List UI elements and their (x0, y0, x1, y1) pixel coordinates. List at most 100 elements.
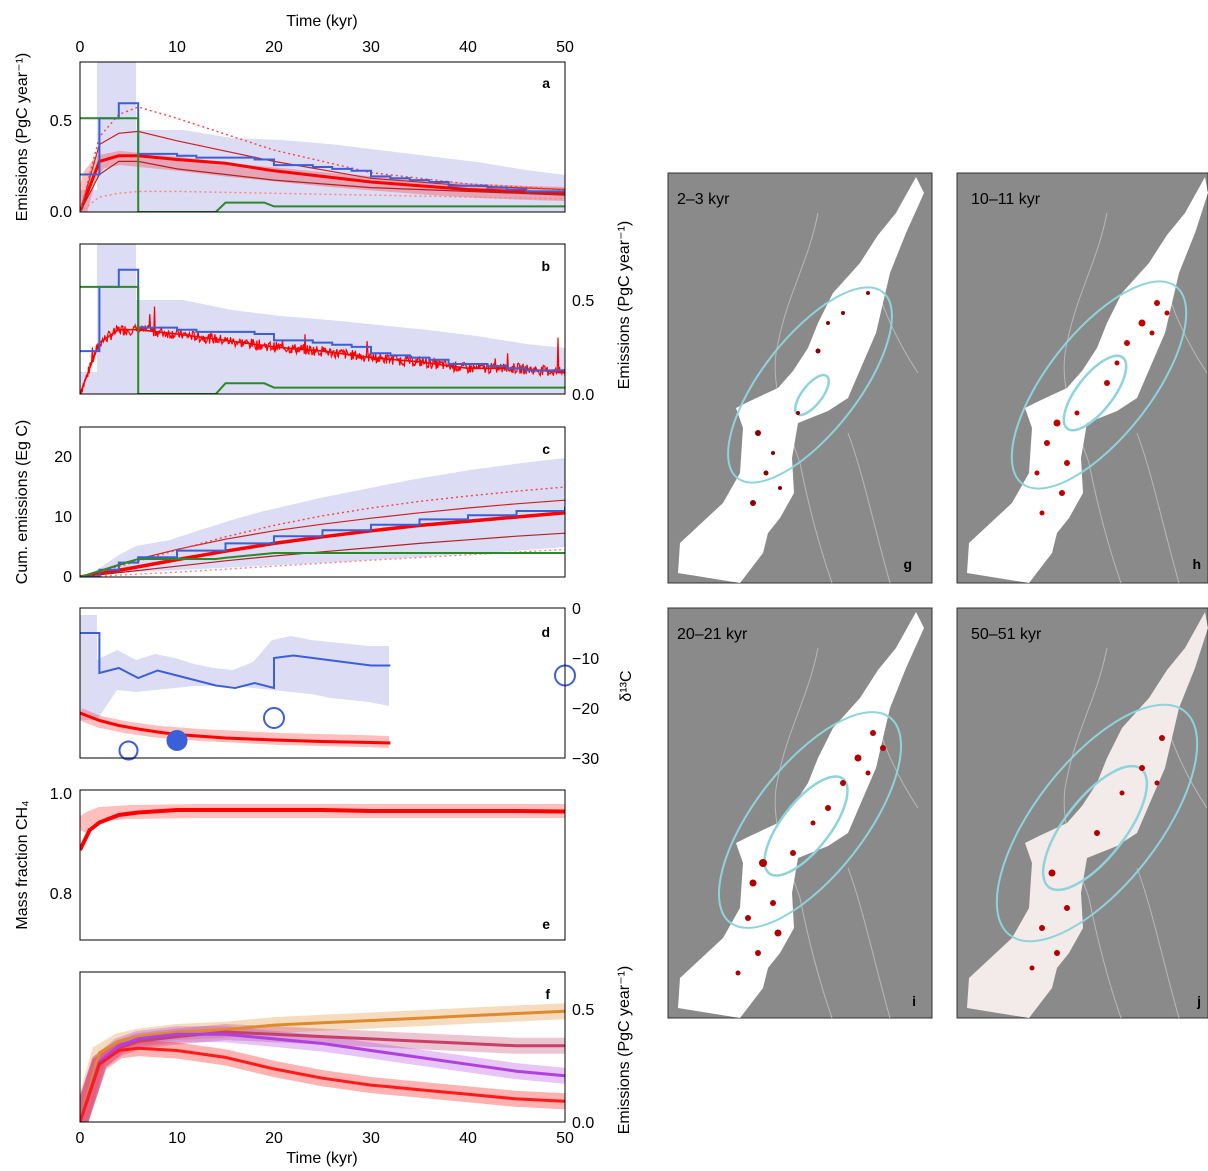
region-ellipse (1010, 280, 1188, 490)
series-line (80, 154, 565, 212)
seep-dot (1029, 965, 1035, 971)
panel-d: d 0 −10 −20 −30 δ¹³C (79, 601, 635, 768)
map-time-label: 10–11 kyr (971, 191, 1041, 208)
series-spread (80, 1040, 565, 1122)
seep-dot (763, 470, 769, 476)
y-axis-label: Emissions (PgC year⁻¹) (14, 53, 31, 221)
y-tick-label: 0.5 (572, 293, 594, 310)
series-line (80, 1030, 565, 1122)
map-panel-h: 10–11 kyr h (956, 172, 1208, 584)
seep-dot (1074, 410, 1080, 416)
seep-dot (796, 411, 800, 415)
seep-dot (1149, 330, 1155, 336)
series-line (80, 268, 565, 373)
series-line (80, 1009, 565, 1122)
map-time-label: 20–21 kyr (677, 626, 748, 643)
y-tick-label: 0.0 (50, 204, 72, 221)
region-ellipse (1062, 354, 1128, 432)
uncertainty-band (80, 615, 389, 720)
panel-c: c 0 10 20 Cum. emissions (Eg C) (14, 420, 566, 586)
series-line (80, 548, 565, 577)
seep-dot (1039, 925, 1045, 931)
series-line (80, 328, 565, 394)
top-x-tick: 40 (459, 39, 477, 56)
seep-dot (854, 754, 862, 762)
top-x-tick: 10 (168, 39, 186, 56)
series-line (80, 285, 565, 394)
series-line (80, 117, 565, 212)
seep-dot (749, 879, 757, 887)
y-tick-label: 0 (63, 569, 72, 586)
top-x-tick: 0 (76, 39, 85, 56)
series-line (80, 106, 565, 212)
bottom-x-tick: 0 (76, 1130, 85, 1147)
y-tick-label: −10 (572, 651, 599, 668)
map-panel-letter: g (903, 556, 912, 572)
plot-frame (79, 789, 566, 941)
region-ellipse (995, 703, 1199, 943)
ensemble-spread (80, 804, 565, 834)
seep-dot (826, 321, 830, 325)
series-line (80, 552, 565, 577)
y-tick-label: 10 (54, 509, 72, 526)
ice-sheet-footprint (967, 612, 1208, 1018)
seep-dot (1094, 830, 1100, 836)
y-tick-label: 0.5 (572, 1002, 594, 1019)
seep-dot (755, 430, 761, 436)
seep-dot (866, 291, 870, 295)
seep-dot (825, 805, 831, 811)
map-panel-g: 2–3 kyr g (667, 172, 933, 584)
plot-frame (79, 971, 566, 1123)
bottom-x-axis-label: Time (kyr) (286, 1150, 357, 1167)
series-line (80, 160, 565, 212)
y-axis-label: Cum. emissions (Eg C) (14, 420, 31, 584)
seep-dot (774, 929, 782, 937)
panel-f: f 0.0 0.5 Emissions (PgC year⁻¹) (79, 966, 633, 1134)
y-tick-label: 20 (54, 449, 72, 466)
series-line (80, 499, 565, 577)
ice-sheet-footprint (678, 177, 924, 583)
series-line (80, 532, 565, 577)
top-x-axis-label: Time (kyr) (286, 13, 357, 30)
series-line (80, 1032, 565, 1122)
seep-dot (1044, 440, 1050, 446)
seep-dot (1104, 380, 1110, 386)
seep-dot (1114, 360, 1120, 366)
seep-dot (1119, 790, 1125, 796)
seep-dot (1164, 310, 1170, 316)
seep-dot (1138, 319, 1146, 327)
seep-dot (1159, 735, 1165, 741)
y-tick-label: 1.0 (50, 786, 72, 803)
y-axis-label: Emissions (PgC year⁻¹) (616, 221, 633, 389)
bottom-x-tick: 40 (459, 1130, 477, 1147)
panel-letter: a (542, 75, 550, 91)
y-tick-label: 0 (572, 601, 581, 618)
seep-dot (840, 780, 846, 786)
seep-dot (1124, 340, 1130, 346)
panel-letter: f (545, 986, 550, 1002)
seep-dot (1039, 510, 1045, 516)
series-line (80, 190, 565, 212)
y-tick-label: −30 (572, 751, 599, 768)
plot-frame (79, 426, 566, 578)
y-axis-label: δ¹³C (618, 670, 635, 701)
y-tick-label: −20 (572, 701, 599, 718)
map-time-label: 50–51 kyr (971, 626, 1042, 643)
seep-dot (759, 859, 767, 867)
seep-dot (815, 348, 821, 354)
seep-dots (1029, 735, 1165, 971)
data-point (118, 740, 139, 761)
ice-sheet-footprint (967, 177, 1208, 583)
seep-dot (1064, 460, 1070, 466)
series-line (80, 486, 565, 577)
series-line (80, 632, 391, 690)
panel-a: a 0.0 0.5 Emissions (PgC year⁻¹) (14, 53, 566, 221)
seep-dot (745, 915, 751, 921)
top-x-ticks: 0 10 20 30 40 50 (76, 39, 574, 56)
series-line (80, 130, 565, 212)
series-line (80, 102, 565, 194)
seep-dot (755, 950, 761, 956)
seep-dot (1054, 950, 1060, 956)
panel-letter: e (542, 916, 550, 932)
